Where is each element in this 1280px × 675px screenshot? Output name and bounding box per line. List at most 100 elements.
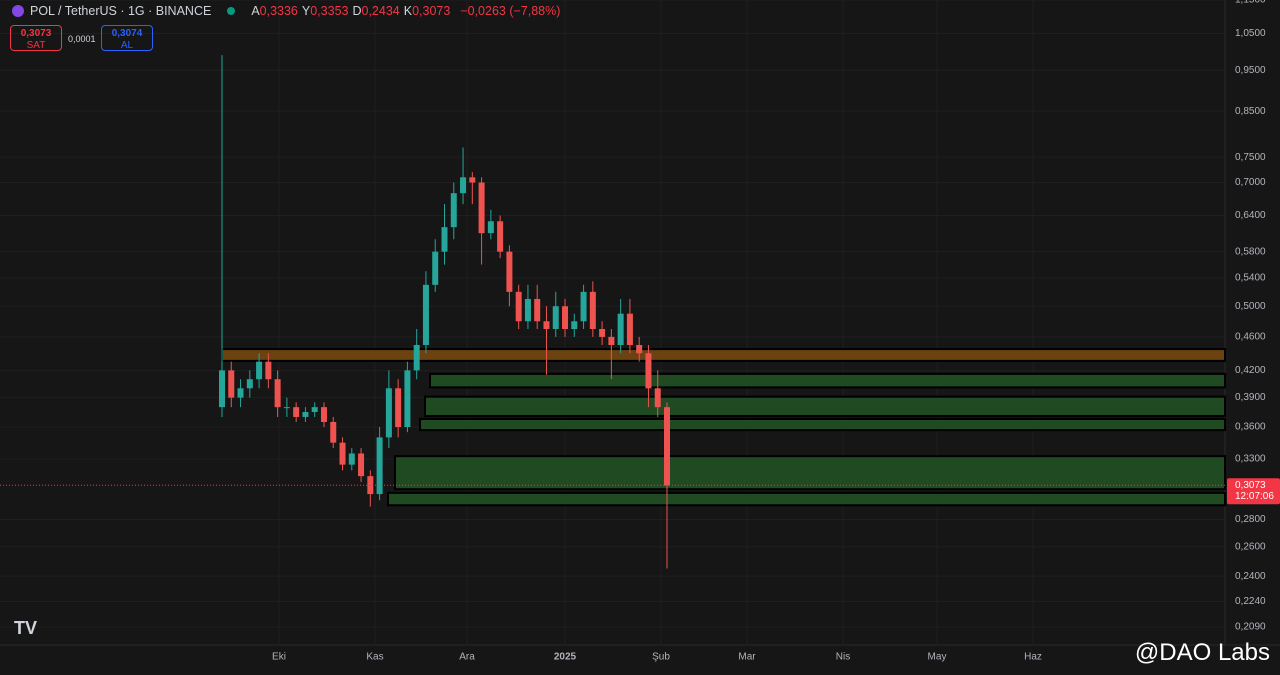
candle-body [580,291,587,322]
candle-body [645,353,652,389]
zone [221,348,1226,362]
y-tick-label: 1,0500 [1235,28,1266,39]
x-tick-label: Eki [272,652,286,663]
x-tick-label: Kas [366,652,383,663]
candle-body [617,313,624,345]
candle-body [376,437,383,495]
y-tick-label: 0,3600 [1235,422,1266,433]
y-tick-label: 0,7500 [1235,152,1266,163]
candle-body [265,361,272,380]
candle-body [413,344,420,371]
y-tick-label: 0,4200 [1235,365,1266,376]
ohlc-label: Y [301,4,311,18]
candle-body [237,388,244,398]
candle-body [626,313,633,345]
candle-body [367,476,374,495]
candle-body [246,379,253,389]
y-tick-label: 0,5000 [1235,301,1266,312]
ohlc-value: 0,3353 [310,4,349,18]
countdown: 12:07:06 [1235,491,1274,502]
sell-price: 0,3073 [20,28,52,39]
candle-body [450,193,457,228]
x-tick-label: Haz [1024,652,1042,663]
candle-body [395,388,402,428]
zone [424,395,1226,417]
candle-body [358,453,365,477]
candle-body [552,306,559,330]
zone [394,455,1226,491]
candle-body [571,321,578,330]
candle-body [256,361,263,380]
buy-button[interactable]: 0,3074 AL [101,25,153,51]
candle-body [654,388,661,408]
y-tick-label: 0,9500 [1235,65,1266,76]
candle-body [589,291,596,330]
ohlc-value: 0,2434 [361,4,400,18]
ohlc-values: A0,3336 Y0,3353 D0,2434 K0,3073 [251,4,454,18]
symbol-icon [12,5,24,17]
buy-price: 0,3074 [111,28,143,39]
y-tick-label: 0,3300 [1235,454,1266,465]
candle-body [228,370,235,398]
candle-body [404,370,411,428]
candle-body [283,407,290,409]
y-tick-label: 1,1500 [1235,0,1266,6]
sell-label: SAT [26,40,46,51]
candle-body [562,306,569,330]
candle-body [348,453,355,465]
zone [419,417,1226,432]
y-tick-label: 0,5800 [1235,246,1266,257]
spread: 0,0001 [68,34,96,44]
zone [387,491,1226,507]
y-tick-label: 0,2240 [1235,596,1266,607]
zone [429,372,1226,389]
buy-label: AL [120,40,134,51]
candle-body [469,177,476,183]
candle-body [524,298,531,322]
symbol[interactable]: POL / TetherUS · 1G · BINANCE [30,4,212,18]
candle-body [330,421,337,443]
candle-body [320,407,327,422]
y-tick-label: 0,4600 [1235,332,1266,343]
candle-body [460,177,467,194]
candle-body [385,388,392,438]
y-tick-label: 0,8500 [1235,106,1266,117]
ohlc-value: 0,3336 [259,4,298,18]
y-tick-label: 0,5400 [1235,273,1266,284]
candle-body [534,298,541,322]
candle-body [219,370,225,408]
candle-body [311,407,318,413]
y-tick-label: 0,3900 [1235,392,1266,403]
candle-body [497,221,504,252]
tv-logo: TV [14,618,38,638]
x-tick-label: Mar [738,652,756,663]
candle-body [664,407,670,486]
last-price-label: 0,3073 [1235,480,1266,491]
candle-body [608,336,615,345]
candle-body [432,251,439,285]
ohlc-label: D [352,4,362,18]
last-price-box [1227,478,1280,505]
price-axis-bg [1225,0,1280,675]
candle-body [599,329,606,337]
y-tick-label: 0,2400 [1235,571,1266,582]
candle-body [302,412,309,417]
x-tick-label: May [928,652,947,663]
candle-body [422,284,429,345]
candle-body [636,344,643,354]
candle-body [515,291,522,322]
y-tick-label: 0,6400 [1235,210,1266,221]
y-tick-label: 0,2090 [1235,622,1266,633]
x-tick-label: Şub [652,652,670,663]
x-tick-label: 2025 [554,652,577,663]
candle-body [543,321,550,330]
sell-button[interactable]: 0,3073 SAT [10,25,62,51]
x-tick-label: Ara [459,652,475,663]
candle-body [339,442,346,465]
y-tick-label: 0,2800 [1235,514,1266,525]
x-tick-label: Nis [836,652,850,663]
ohlc-label: K [403,4,413,18]
candle-body [487,221,494,234]
y-tick-label: 0,7000 [1235,177,1266,188]
